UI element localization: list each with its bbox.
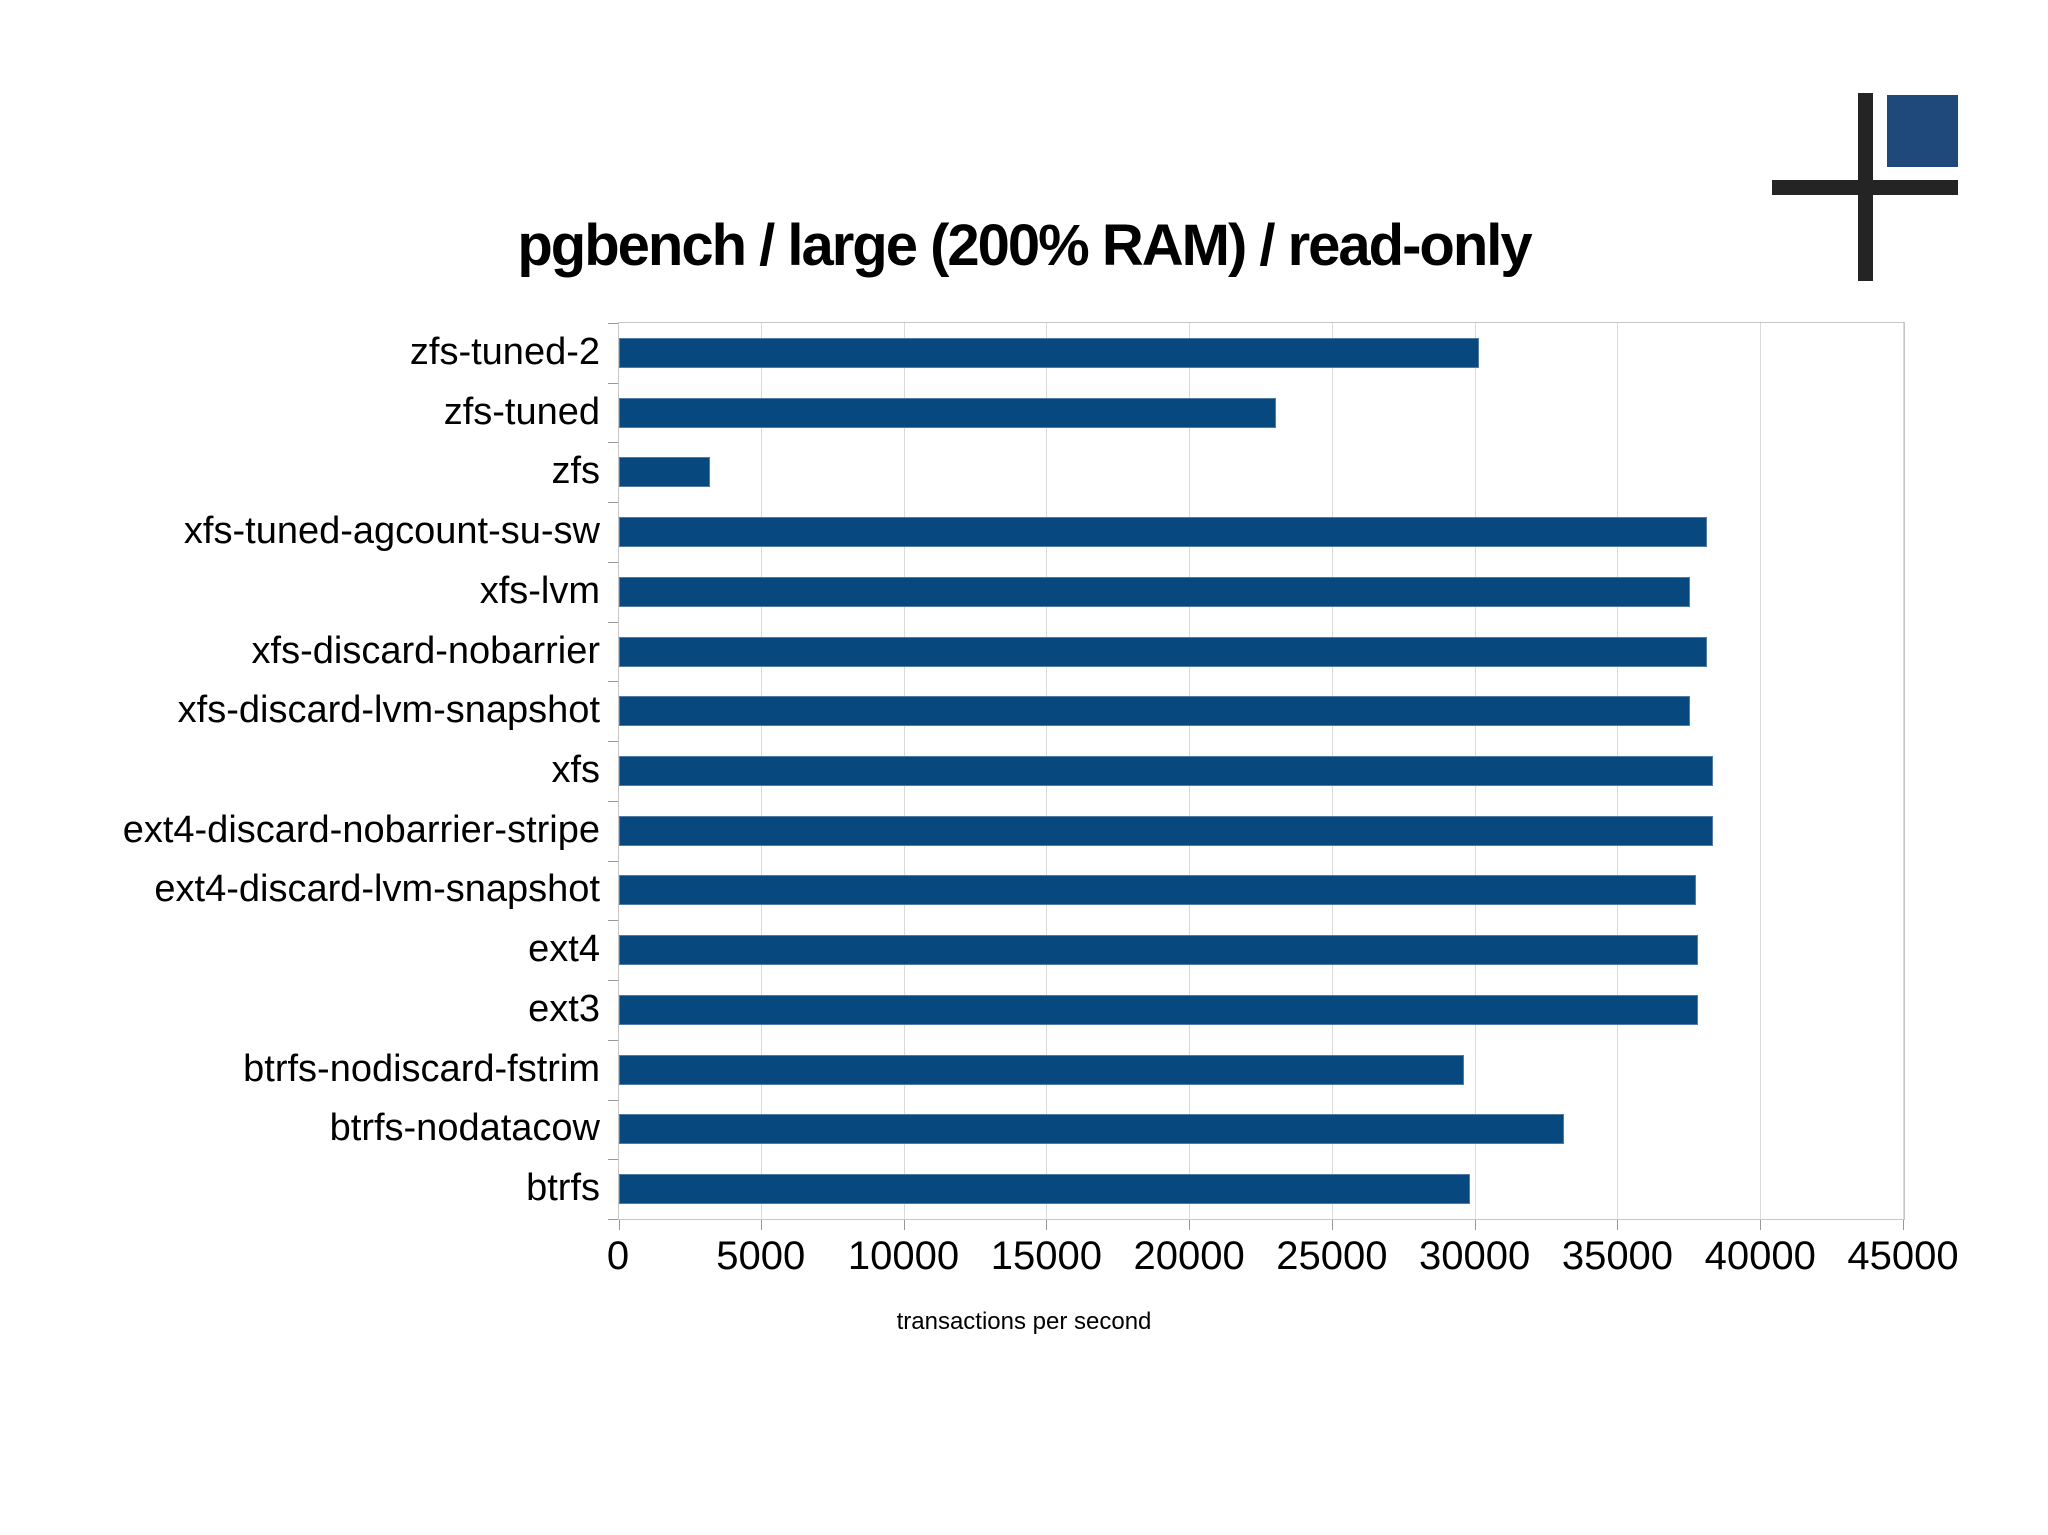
bar-xfs-discard-nobarrier	[619, 637, 1707, 667]
bar-zfs	[619, 457, 710, 487]
x-tick-10000	[903, 1220, 905, 1230]
y-tick-boundary-15	[608, 1219, 618, 1220]
y-tick-boundary-13	[608, 1100, 618, 1101]
bar-ext3	[619, 995, 1698, 1025]
logo-cross-horizontal-bar	[1772, 180, 1958, 195]
category-label-btrfs-nodatacow: btrfs-nodatacow	[329, 1107, 600, 1149]
bar-xfs-tuned-agcount-su-sw	[619, 517, 1707, 547]
category-label-xfs: xfs	[551, 749, 600, 791]
bar-xfs	[619, 756, 1713, 786]
y-tick-boundary-11	[608, 980, 618, 981]
x-tick-label-35000: 35000	[1561, 1234, 1674, 1278]
y-tick-boundary-0	[608, 323, 618, 324]
bar-btrfs-nodatacow	[619, 1114, 1564, 1144]
bar-btrfs-nodiscard-fstrim	[619, 1055, 1464, 1085]
category-label-ext3: ext3	[528, 988, 600, 1030]
y-tick-boundary-9	[608, 861, 618, 862]
gridline-45000	[1903, 323, 1904, 1219]
x-tick-40000	[1760, 1220, 1762, 1230]
x-tick-15000	[1046, 1220, 1048, 1230]
y-tick-boundary-12	[608, 1040, 618, 1041]
bar-zfs-tuned-2	[619, 338, 1479, 368]
y-tick-boundary-1	[608, 383, 618, 384]
bar-ext4	[619, 935, 1698, 965]
category-label-zfs-tuned: zfs-tuned	[443, 391, 600, 433]
category-label-xfs-lvm: xfs-lvm	[479, 570, 600, 612]
x-axis-title: transactions per second	[896, 1308, 1152, 1335]
y-tick-boundary-2	[608, 442, 618, 443]
chart-title: pgbench / large (200% RAM) / read-only	[517, 213, 1532, 278]
y-tick-boundary-8	[608, 801, 618, 802]
x-tick-label-5000: 5000	[716, 1234, 806, 1278]
x-tick-35000	[1617, 1220, 1619, 1230]
category-label-xfs-tuned-agcount-su-sw: xfs-tuned-agcount-su-sw	[183, 510, 600, 552]
category-label-zfs-tuned-2: zfs-tuned-2	[409, 331, 600, 373]
x-tick-label-45000: 45000	[1847, 1234, 1959, 1278]
y-tick-boundary-4	[608, 562, 618, 563]
x-tick-20000	[1189, 1220, 1191, 1230]
x-tick-label-30000: 30000	[1419, 1234, 1531, 1278]
x-tick-label-40000: 40000	[1704, 1234, 1816, 1278]
y-tick-boundary-7	[608, 741, 618, 742]
category-label-ext4-discard-lvm-snapshot: ext4-discard-lvm-snapshot	[154, 868, 600, 910]
category-label-ext4: ext4	[528, 928, 600, 970]
x-tick-25000	[1331, 1220, 1333, 1230]
y-tick-boundary-6	[608, 681, 618, 682]
x-tick-label-25000: 25000	[1276, 1234, 1388, 1278]
x-tick-0	[619, 1220, 620, 1230]
plot-area	[608, 322, 1905, 1230]
category-label-xfs-discard-nobarrier: xfs-discard-nobarrier	[251, 630, 600, 672]
y-tick-boundary-5	[608, 622, 618, 623]
category-label-ext4-discard-nobarrier-stripe: ext4-discard-nobarrier-stripe	[122, 809, 600, 851]
bar-zfs-tuned	[619, 398, 1276, 428]
x-tick-30000	[1474, 1220, 1476, 1230]
category-label-btrfs: btrfs	[526, 1167, 600, 1209]
gridline-40000	[1760, 323, 1762, 1219]
category-label-xfs-discard-lvm-snapshot: xfs-discard-lvm-snapshot	[177, 689, 600, 731]
y-tick-boundary-10	[608, 920, 618, 921]
category-label-zfs: zfs	[551, 450, 600, 492]
bar-xfs-lvm	[619, 577, 1690, 607]
x-tick-label-15000: 15000	[990, 1234, 1102, 1278]
y-tick-boundary-3	[608, 502, 618, 503]
category-label-btrfs-nodiscard-fstrim: btrfs-nodiscard-fstrim	[243, 1048, 600, 1090]
bar-xfs-discard-lvm-snapshot	[619, 696, 1690, 726]
x-tick-45000	[1903, 1220, 1904, 1230]
bar-ext4-discard-lvm-snapshot	[619, 875, 1696, 905]
x-tick-5000	[760, 1220, 762, 1230]
x-tick-label-20000: 20000	[1133, 1234, 1245, 1278]
logo-blue-square	[1887, 95, 1958, 167]
bar-ext4-discard-nobarrier-stripe	[619, 816, 1713, 846]
x-tick-label-0: 0	[606, 1234, 630, 1278]
bar-btrfs	[619, 1174, 1470, 1204]
y-tick-boundary-14	[608, 1159, 618, 1160]
x-tick-label-10000: 10000	[847, 1234, 960, 1278]
